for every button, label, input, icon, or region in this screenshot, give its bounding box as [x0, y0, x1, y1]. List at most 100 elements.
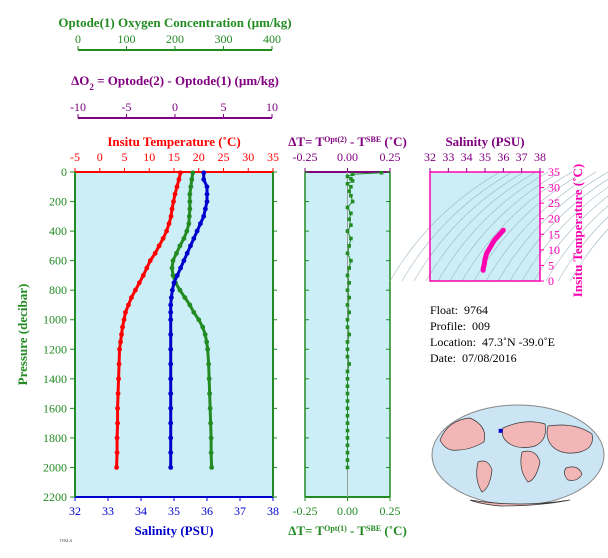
salinity-profile-point	[168, 391, 174, 396]
oxygen-profile-point	[209, 465, 215, 470]
temperature-profile-point	[114, 465, 119, 470]
temperature-profile-point	[116, 361, 122, 367]
oxygen-profile-point	[184, 228, 190, 234]
oxygen-profile-point	[190, 170, 196, 176]
delta-o2-symbol: ΔO	[71, 73, 89, 88]
salinity-profile-point	[168, 309, 174, 315]
ts-temperature-tick-label: 25	[548, 196, 560, 210]
pressure-tick-label: 2000	[43, 460, 67, 474]
delta-t-point	[345, 399, 350, 403]
delta-t-point	[345, 443, 350, 448]
location-label: Location:	[430, 335, 476, 349]
temperature-profile-point	[117, 346, 122, 352]
float-info: Float: 9764	[430, 303, 488, 318]
density-contour	[401, 171, 513, 282]
ts-salinity-tick-label: 37	[516, 150, 528, 164]
delta-o2-tick-label: -5	[122, 100, 132, 114]
salinity-profile-point	[194, 228, 200, 234]
oxygen-profile-point	[208, 450, 214, 456]
delta-t-point	[345, 450, 350, 455]
temperature-profile-point	[114, 435, 120, 441]
temperature-profile-point	[168, 213, 174, 219]
temperature-tick-label: 35	[267, 150, 279, 164]
ts-salinity-tick-label: 35	[479, 150, 491, 164]
delta-t-point	[345, 354, 350, 359]
delta-t-top-axis-label-unit: (˚C)	[381, 134, 407, 149]
temperature-profile-point	[166, 221, 172, 227]
salinity-profile-point	[168, 465, 174, 470]
salinity-profile-point	[168, 376, 174, 382]
salinity-profile-point	[168, 332, 174, 337]
delta-t-point	[349, 176, 353, 181]
delta-t-point	[345, 391, 350, 396]
location-info: Location: 47.3˚N -39.0˚E	[430, 335, 555, 350]
salinity-profile-point	[204, 191, 210, 197]
delta-t-bottom-axis-label-sup2: SBE	[366, 524, 381, 533]
salinity-profile-point	[168, 420, 174, 426]
delta-t-top-tick-label: -0.25	[293, 150, 318, 164]
delta-t-point	[347, 280, 351, 285]
salinity-profile-point	[191, 236, 197, 241]
oxygen-tick-label: 0	[75, 32, 81, 46]
oxygen-profile-point	[187, 191, 193, 197]
delta-t-point	[345, 421, 350, 425]
salinity-profile-point	[201, 170, 207, 176]
temperature-tick-label: 25	[218, 150, 230, 164]
temperature-tick-label: 5	[122, 150, 128, 164]
delta-t-bottom-tick-label: 0.25	[380, 504, 401, 518]
salinity-profile-point	[181, 258, 187, 264]
delta-t-point	[347, 189, 351, 194]
delta-t-point	[345, 325, 350, 329]
temperature-profile-point	[118, 339, 123, 345]
delta-t-bottom-axis-label-sup1: Opt(1)	[324, 524, 347, 533]
oxygen-profile-point	[187, 206, 193, 212]
delta-t-top-tick-label: 0.00	[337, 150, 358, 164]
pressure-tick-label: 2200	[43, 490, 67, 504]
salinity-profile-point	[171, 280, 177, 286]
temperature-profile-point	[129, 295, 134, 300]
temperature-profile-point	[156, 243, 162, 249]
salinity-axis-label: Salinity (PSU)	[134, 523, 213, 538]
salinity-profile-point	[201, 176, 207, 182]
date-label: Date:	[430, 351, 456, 365]
delta-t-point	[345, 406, 350, 411]
temperature-tick-label: -5	[70, 150, 80, 164]
delta-t-top-axis-label-sup1: Opt(2)	[324, 135, 347, 144]
delta-t-point	[349, 223, 353, 227]
ts-salinity-axis-label: Salinity (PSU)	[445, 134, 524, 149]
delta-o2-equation: = Optode(2) - Optode(1) (µm/kg)	[94, 73, 279, 88]
temperature-profile-point	[120, 324, 125, 330]
density-contour	[569, 228, 608, 282]
delta-t-point	[350, 172, 355, 177]
pressure-tick-label: 1800	[43, 431, 67, 445]
delta-t-point	[345, 413, 350, 418]
oxygen-profile-point	[182, 295, 188, 300]
ts-curve	[480, 227, 506, 273]
salinity-profile-point	[168, 435, 174, 441]
pressure-tick-label: 1600	[43, 401, 67, 415]
delta-t-bottom-tick-label: 0.00	[337, 504, 358, 518]
delta-o2-tick-label: 5	[221, 100, 227, 114]
temperature-profile-point	[123, 309, 128, 315]
ts-temperature-tick-label: 15	[548, 227, 560, 241]
salinity-profile-point	[204, 199, 210, 204]
temperature-profile-point	[172, 191, 178, 197]
delta-t-point	[349, 258, 353, 263]
ts-salinity-tick-label: 38	[534, 150, 546, 164]
temperature-profile-point	[178, 170, 183, 176]
ts-temperature-tick-label: 5	[548, 258, 554, 272]
salinity-profile-point	[168, 295, 174, 300]
temperature-profile-point	[176, 176, 182, 182]
oxygen-profile-point	[208, 435, 214, 441]
density-contour	[485, 171, 597, 282]
oxygen-profile-point	[204, 339, 210, 345]
ts-temperature-tick-label: 20	[548, 212, 560, 226]
oxygen-profile-point	[200, 324, 206, 330]
temperature-tick-label: 20	[193, 150, 205, 164]
footer-stamp: IVKLA	[60, 538, 73, 543]
temperature-profile-point	[114, 450, 120, 456]
salinity-profile-point	[178, 265, 184, 271]
temperature-profile-point	[164, 228, 169, 234]
temperature-tick-label: 10	[143, 150, 155, 164]
